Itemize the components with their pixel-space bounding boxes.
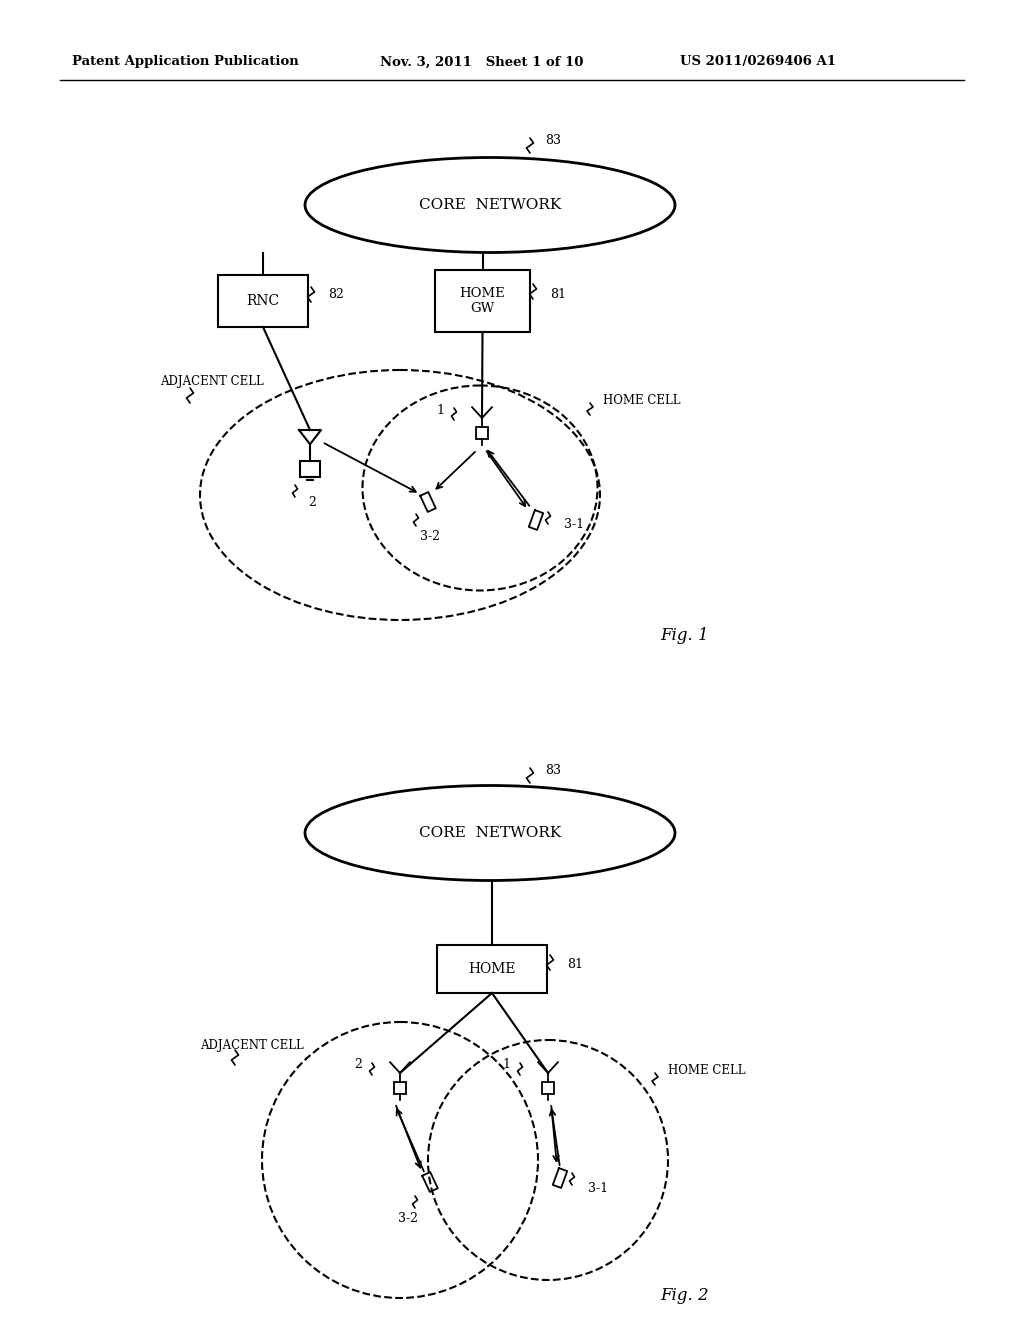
Text: Patent Application Publication: Patent Application Publication: [72, 55, 299, 69]
Text: 81: 81: [550, 288, 566, 301]
Bar: [476, 426, 488, 438]
Bar: [437, 945, 547, 993]
Text: 1: 1: [436, 404, 444, 417]
Bar: [393, 1082, 407, 1094]
Text: 83: 83: [545, 133, 561, 147]
Bar: [542, 1082, 554, 1094]
Text: ADJACENT CELL: ADJACENT CELL: [160, 375, 264, 388]
Text: 81: 81: [567, 958, 583, 972]
Text: 83: 83: [545, 763, 561, 776]
Text: 3-2: 3-2: [398, 1212, 418, 1225]
Text: RNC: RNC: [247, 294, 280, 308]
Text: Fig. 2: Fig. 2: [660, 1287, 709, 1304]
Text: HOME
GW: HOME GW: [460, 286, 506, 315]
Text: HOME CELL: HOME CELL: [668, 1064, 745, 1077]
Text: 82: 82: [328, 289, 344, 301]
Bar: [300, 461, 319, 478]
Bar: [218, 275, 308, 327]
Text: ADJACENT CELL: ADJACENT CELL: [200, 1039, 304, 1052]
Text: Fig. 1: Fig. 1: [660, 627, 709, 644]
Text: 3-1: 3-1: [564, 519, 584, 532]
Text: Nov. 3, 2011   Sheet 1 of 10: Nov. 3, 2011 Sheet 1 of 10: [380, 55, 584, 69]
Bar: [435, 271, 530, 333]
Text: CORE  NETWORK: CORE NETWORK: [419, 198, 561, 213]
Text: 1: 1: [502, 1059, 510, 1072]
Text: 2: 2: [354, 1059, 361, 1072]
Text: HOME: HOME: [468, 962, 516, 975]
Text: HOME CELL: HOME CELL: [603, 393, 681, 407]
Text: 3-1: 3-1: [588, 1181, 608, 1195]
Text: 3-2: 3-2: [420, 531, 440, 544]
Text: CORE  NETWORK: CORE NETWORK: [419, 826, 561, 840]
Text: 2: 2: [308, 495, 316, 508]
Text: US 2011/0269406 A1: US 2011/0269406 A1: [680, 55, 836, 69]
